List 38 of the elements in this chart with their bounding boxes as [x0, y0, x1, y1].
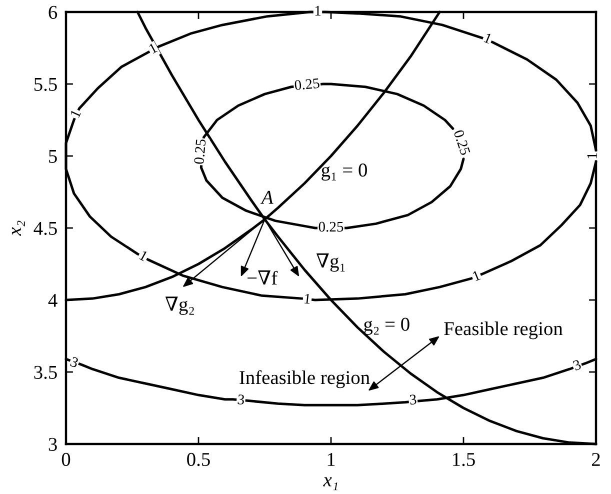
annotation: 0.25 — [294, 78, 320, 90]
annotation: A — [260, 190, 274, 204]
x-tick-label: 0 — [62, 452, 70, 466]
annotation: 3 — [70, 356, 79, 368]
annotation: 0.25 — [318, 222, 344, 232]
annotation: Infeasible region — [240, 370, 370, 388]
y-tick-label: 3.5 — [34, 366, 57, 380]
y-tick-label: 4 — [48, 294, 58, 307]
annotation: 1 — [587, 153, 597, 158]
annotation: 1 — [148, 42, 158, 54]
y-tick-label: 3 — [48, 438, 57, 451]
x-axis-title: x₁ — [323, 477, 338, 490]
y-tick-label: 5 — [49, 150, 57, 163]
annotation: 1 — [472, 270, 481, 282]
annotation: 3 — [410, 394, 417, 405]
y-axis-title: x₂ — [12, 220, 25, 236]
x-tick-label: 1 — [328, 452, 335, 466]
annotation: 1 — [139, 250, 148, 262]
annotation: ∇g₁ — [316, 253, 345, 272]
annotation: 1 — [315, 6, 321, 16]
x-tick-label: 2 — [592, 452, 600, 466]
x-tick-label: 0.5 — [187, 452, 210, 466]
annotation: 0.25 — [194, 138, 206, 164]
annotation: 1 — [70, 109, 81, 118]
annotation: 1 — [304, 294, 311, 304]
annotation: g₁ = 0 — [322, 164, 367, 181]
annotation: Feasible region — [444, 322, 563, 340]
annotation: 1 — [484, 32, 492, 44]
annotation: −∇f — [248, 270, 278, 285]
annotation: 3 — [572, 359, 582, 371]
y-tick-label: 5.5 — [34, 78, 57, 92]
x-tick-label: 1.5 — [453, 452, 475, 466]
y-tick-label: 6 — [48, 6, 58, 19]
annotation: ∇g₂ — [165, 296, 194, 315]
y-tick-label: 4.5 — [34, 222, 57, 236]
annotation: 3 — [238, 394, 245, 405]
annotation: g₂ = 0 — [364, 318, 410, 335]
annotation: 0.25 — [454, 129, 471, 156]
